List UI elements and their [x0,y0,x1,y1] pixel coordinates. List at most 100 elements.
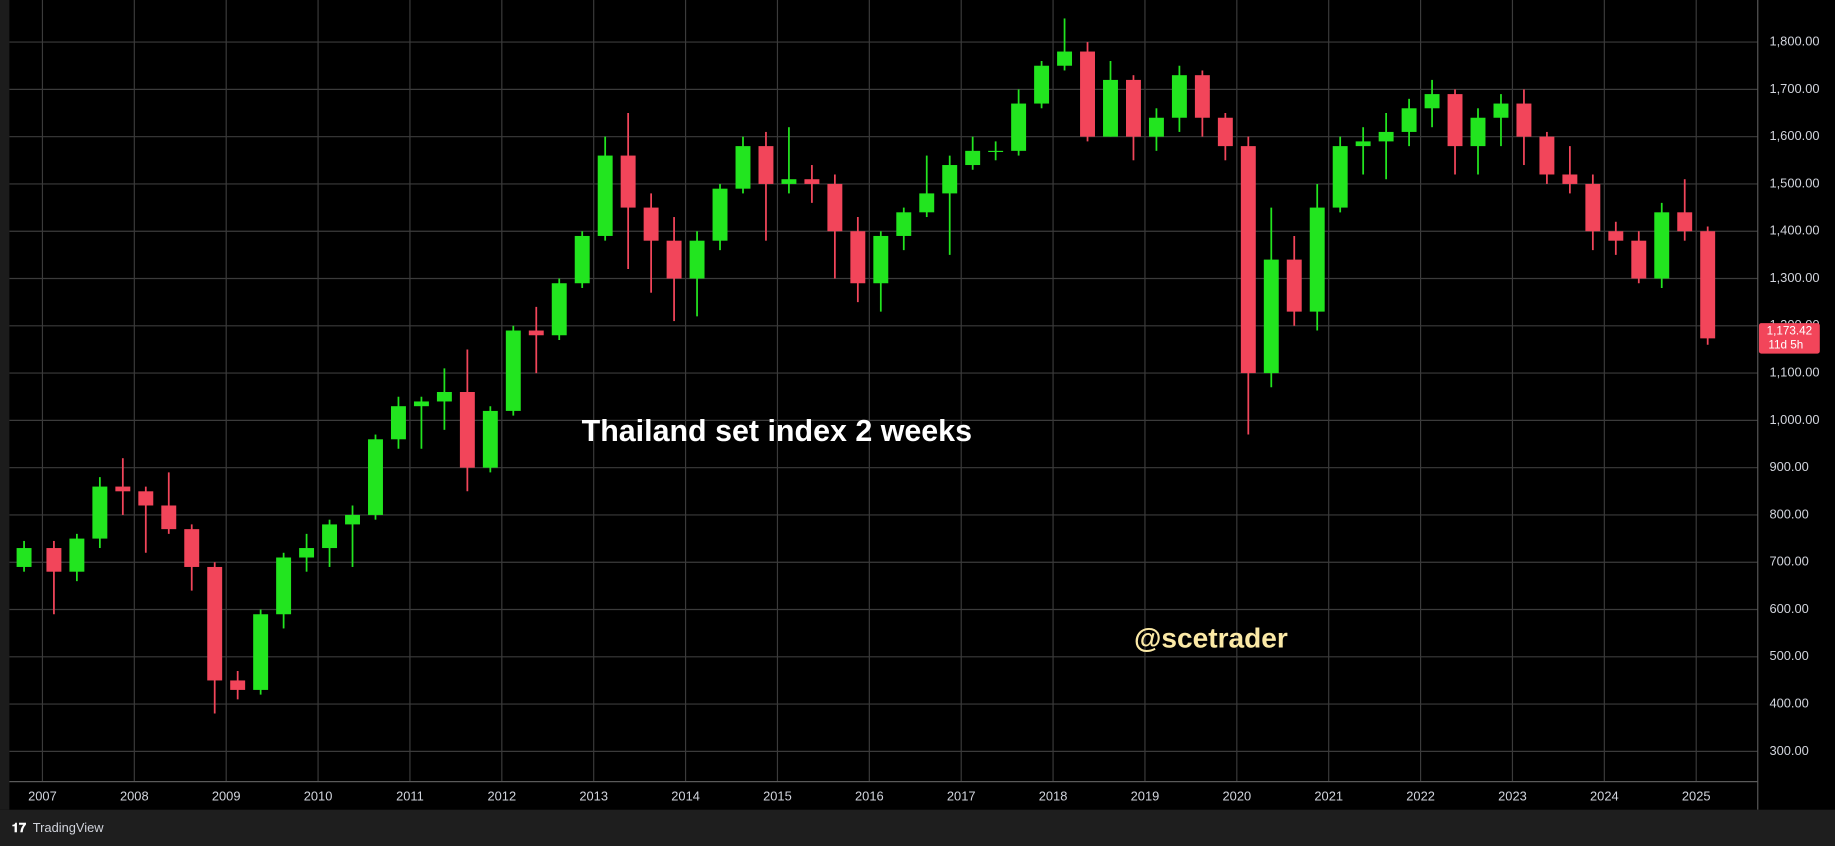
y-tick-label: 300.00 [1769,743,1808,758]
y-tick-label: 400.00 [1769,696,1808,711]
y-tick-label: 1,100.00 [1769,364,1819,379]
x-tick-label: 2015 [763,788,792,803]
candle-body [46,548,62,572]
candle-body [1309,207,1325,312]
candle-body [712,188,728,241]
x-tick-label: 2013 [579,788,608,803]
candle-body [1355,141,1371,147]
candle-body [804,179,820,184]
candle-body [299,548,315,558]
candle-body [505,330,521,411]
candle-body [988,150,1004,153]
candle-body [253,614,269,690]
candle-body [1447,94,1463,147]
candle-body [1217,117,1233,147]
candle-body [942,165,958,194]
y-tick-label: 1,000.00 [1769,412,1819,427]
candle-body [873,235,889,284]
candle-body [1539,136,1555,175]
y-tick-label: 1,800.00 [1769,33,1819,48]
candle-body [413,401,429,407]
candle-body [138,491,154,506]
candle-body [1034,65,1050,104]
candle-body [551,283,567,336]
candle-layer [16,18,1716,714]
candle-body [965,150,981,166]
candle-body [161,505,177,530]
x-tick-label: 2007 [28,788,57,803]
candle-body [436,392,452,402]
candle-body [322,524,338,549]
candle-body [1194,75,1210,118]
candle-body [528,330,544,336]
x-tick-label: 2018 [1039,788,1068,803]
y-tick-label: 1,600.00 [1769,128,1819,143]
x-tick-label: 2009 [212,788,241,803]
brand-logo: 𝟏𝟕 [12,820,27,835]
candle-body [207,566,223,681]
last-price-label: 1,173.42 [1767,324,1813,337]
candle-body [1700,231,1716,339]
candle-body [643,207,659,241]
candle-body [896,212,912,236]
y-tick-label: 600.00 [1769,601,1808,616]
x-tick-label: 2023 [1498,788,1527,803]
candle-body [1171,75,1187,118]
candle-body [1677,212,1693,232]
y-tick-label: 700.00 [1769,554,1808,569]
candle-body [368,439,383,515]
brand-name: TradingView [33,820,104,835]
candle-body [1240,146,1256,374]
candle-body [184,529,200,567]
y-tick-label: 1,400.00 [1769,223,1819,238]
candle-body [1608,231,1624,241]
chart-title: Thailand set index 2 weeks [582,414,972,448]
candle-body [1148,117,1164,137]
y-tick-label: 800.00 [1769,506,1808,521]
x-tick-label: 2017 [947,788,976,803]
candle-body [735,146,751,189]
candle-body [1631,240,1647,279]
y-tick-label: 1,700.00 [1769,81,1819,96]
x-tick-label: 2020 [1223,788,1252,803]
x-tick-label: 2014 [671,788,700,803]
candle-body [1378,131,1394,142]
x-tick-label: 2019 [1131,788,1160,803]
x-tick-label: 2021 [1314,788,1343,803]
candle-body [1263,259,1279,374]
candle-body [666,240,682,279]
x-tick-label: 2008 [120,788,149,803]
y-tick-label: 900.00 [1769,459,1808,474]
candle-body [92,486,108,539]
x-tick-label: 2022 [1406,788,1435,803]
candle-body [230,680,246,690]
candle-body [1562,174,1578,184]
candle-body [16,548,32,567]
candle-body [850,231,866,284]
candle-body [758,146,774,184]
x-tick-label: 2012 [488,788,517,803]
candle-body [597,155,613,236]
candle-body [1080,51,1095,137]
candle-body [276,557,292,615]
candle-body [69,538,85,572]
last-price-badge [1758,323,1820,354]
candle-body [1286,259,1302,312]
candle-body [919,193,935,213]
candle-body [827,183,843,232]
candle-body [689,240,705,279]
countdown-label: 11d 5h [1768,338,1803,351]
x-tick-label: 2010 [304,788,333,803]
candle-body [781,179,797,184]
candle-body [1493,103,1509,118]
x-tick-label: 2024 [1590,788,1619,803]
candle-body [345,514,360,525]
y-tick-label: 1,500.00 [1769,175,1819,190]
candle-body [1516,103,1532,137]
candle-body [1585,183,1601,232]
candle-body [574,235,590,284]
